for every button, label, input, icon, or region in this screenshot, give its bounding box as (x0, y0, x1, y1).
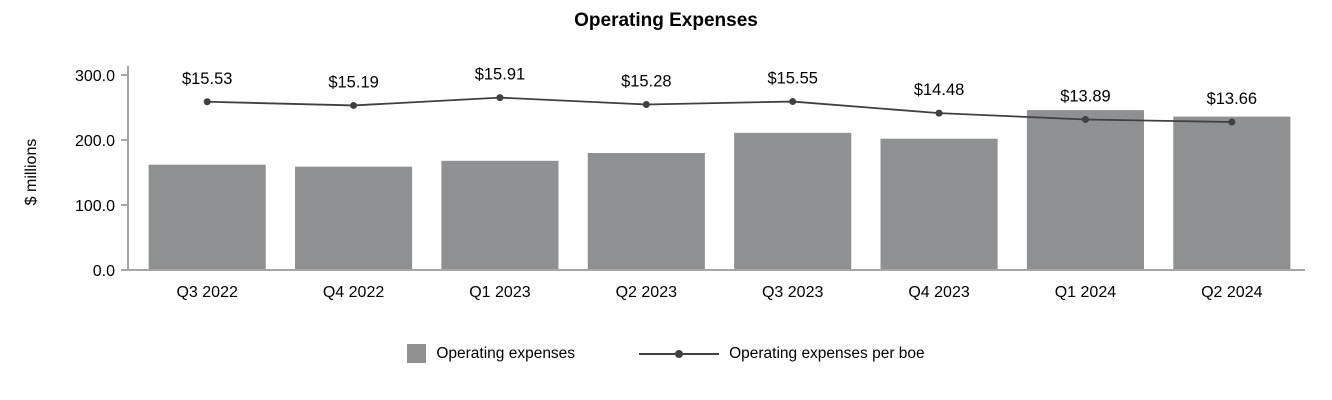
line-point (935, 109, 943, 117)
legend-label: Operating expenses (436, 344, 576, 362)
line-point (789, 98, 797, 106)
chart-legend: Operating expenses Operating expenses pe… (0, 344, 1332, 363)
line-data-label: $15.55 (767, 70, 817, 88)
legend-item-operating-expenses-per-boe: Operating expenses per boe (639, 345, 925, 363)
bar-q4-2022 (295, 166, 413, 270)
x-tick-label: Q4 2023 (908, 284, 969, 301)
line-data-label: $15.91 (475, 66, 525, 84)
bar-q2-2023 (587, 153, 705, 270)
line-point (1081, 116, 1089, 124)
line-data-label: $15.53 (182, 70, 232, 88)
line-data-label: $15.19 (328, 73, 378, 91)
bar-swatch-icon (407, 344, 427, 363)
line-series (207, 96, 1232, 123)
line-point (1228, 118, 1236, 126)
bar-q2-2024 (1173, 116, 1291, 270)
bar-q1-2023 (441, 160, 559, 270)
x-tick-label: Q3 2022 (176, 284, 237, 301)
bar-q1-2024 (1026, 110, 1144, 270)
line-data-label: $14.48 (914, 81, 964, 99)
line-swatch-icon (639, 349, 720, 358)
bar-q4-2023 (880, 138, 998, 270)
legend-item-operating-expenses: Operating expenses (407, 344, 575, 363)
legend-label: Operating expenses per boe (729, 344, 925, 362)
bar-q3-2023 (734, 132, 852, 270)
chart-title: Operating Expenses (574, 10, 758, 31)
x-tick-label: Q3 2023 (762, 284, 823, 301)
line-data-label: $13.89 (1060, 88, 1110, 106)
y-tick-label: 0.0 (93, 263, 115, 280)
line-point (496, 94, 504, 102)
line-point (350, 101, 358, 109)
line-point (203, 98, 211, 106)
line-point (642, 100, 650, 108)
line-data-label: $13.66 (1207, 90, 1257, 108)
y-tick-label: 100.0 (75, 198, 115, 215)
line-data-label: $15.28 (621, 72, 671, 90)
x-tick-label: Q2 2023 (616, 284, 677, 301)
bar-q3-2022 (148, 164, 266, 270)
y-tick-label: 200.0 (75, 133, 115, 150)
x-tick-label: Q4 2022 (323, 284, 384, 301)
y-tick-label: 300.0 (75, 68, 115, 85)
line-dot-icon (675, 349, 684, 358)
x-tick-label: Q1 2024 (1055, 284, 1116, 301)
x-tick-label: Q1 2023 (469, 284, 530, 301)
x-tick-label: Q2 2024 (1201, 284, 1262, 301)
